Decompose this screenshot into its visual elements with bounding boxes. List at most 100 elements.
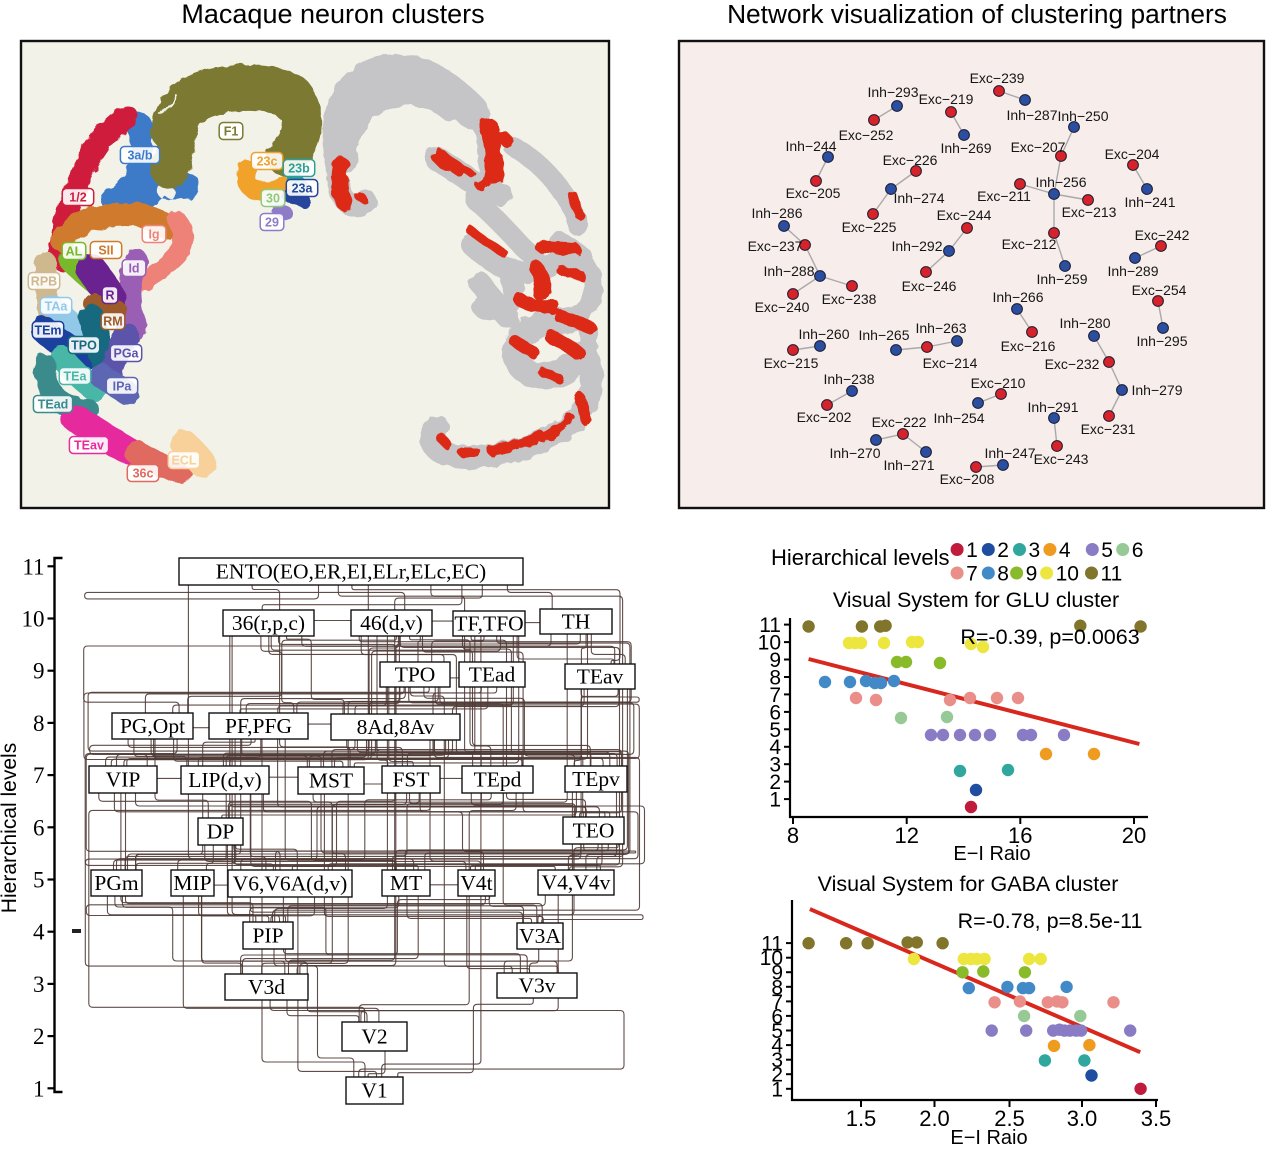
svg-text:11: 11 [22, 554, 44, 579]
svg-text:11: 11 [761, 933, 783, 956]
svg-text:V3A: V3A [519, 924, 561, 948]
svg-text:Network visualization of clust: Network visualization of clustering part… [727, 0, 1227, 29]
svg-text:9: 9 [771, 962, 783, 985]
svg-text:Inh−274: Inh−274 [894, 190, 945, 206]
svg-text:Macaque neuron clusters: Macaque neuron clusters [181, 0, 484, 29]
svg-text:23a: 23a [292, 182, 314, 196]
svg-text:Inh−259: Inh−259 [1037, 271, 1088, 287]
svg-text:Exc−213: Exc−213 [1062, 204, 1117, 220]
svg-text:Inh−256: Inh−256 [1036, 174, 1087, 190]
svg-text:FST: FST [392, 768, 429, 792]
svg-text:6: 6 [33, 815, 45, 840]
svg-text:TEav: TEav [74, 439, 104, 453]
svg-text:4: 4 [769, 736, 781, 759]
svg-text:R=-0.78, p=8.5e-11: R=-0.78, p=8.5e-11 [958, 909, 1143, 933]
svg-text:IPa: IPa [113, 380, 133, 394]
svg-text:2: 2 [997, 539, 1009, 562]
svg-text:Inh−287: Inh−287 [1007, 107, 1058, 123]
svg-text:30: 30 [266, 192, 280, 206]
svg-text:Visual System for GLU cluster: Visual System for GLU cluster [833, 588, 1119, 612]
svg-text:5: 5 [771, 1020, 783, 1043]
svg-text:TEpv: TEpv [572, 767, 620, 791]
svg-text:R=-0.39, p=0.0063: R=-0.39, p=0.0063 [960, 625, 1139, 649]
svg-text:RM: RM [103, 315, 122, 329]
svg-text:1: 1 [966, 539, 978, 562]
svg-text:46(d,v): 46(d,v) [360, 611, 423, 635]
svg-text:Exc−214: Exc−214 [923, 355, 978, 371]
svg-text:Inh−279: Inh−279 [1132, 382, 1183, 398]
svg-text:Inh−270: Inh−270 [830, 445, 881, 461]
svg-text:Exc−239: Exc−239 [970, 70, 1025, 86]
svg-text:Visual System for GABA cluster: Visual System for GABA cluster [818, 872, 1119, 896]
svg-text:AL: AL [66, 245, 83, 259]
svg-text:Hierarchical levels: Hierarchical levels [771, 545, 950, 570]
svg-text:Inh−271: Inh−271 [884, 457, 935, 473]
svg-text:TEav: TEav [577, 665, 624, 689]
svg-text:TEpd: TEpd [474, 768, 522, 792]
svg-text:7: 7 [771, 991, 783, 1014]
svg-text:R: R [105, 289, 114, 303]
svg-text:TEm: TEm [34, 324, 61, 338]
svg-text:16: 16 [1008, 823, 1032, 848]
svg-text:TEad: TEad [469, 663, 516, 687]
svg-text:MT: MT [390, 871, 422, 895]
svg-text:3: 3 [771, 1049, 783, 1072]
svg-text:7: 7 [769, 684, 781, 707]
svg-text:Hierarchical levels: Hierarchical levels [0, 743, 21, 913]
svg-text:Ig: Ig [148, 228, 159, 242]
svg-text:Exc−219: Exc−219 [919, 91, 974, 107]
svg-text:4: 4 [33, 920, 45, 945]
svg-text:TPO: TPO [395, 663, 436, 687]
svg-text:Id: Id [128, 262, 139, 276]
svg-text:V4,V4v: V4,V4v [542, 871, 611, 895]
svg-text:TH: TH [562, 610, 591, 634]
svg-text:Exc−238: Exc−238 [822, 291, 877, 307]
svg-text:Exc−222: Exc−222 [872, 414, 927, 430]
svg-text:Exc−243: Exc−243 [1034, 451, 1089, 467]
svg-text:ENTO(EO,ER,EI,ELr,ELc,EC): ENTO(EO,ER,EI,ELr,ELc,EC) [216, 560, 486, 584]
svg-text:8: 8 [771, 976, 783, 999]
svg-text:TPO: TPO [71, 339, 97, 353]
svg-text:PGm: PGm [94, 871, 138, 895]
svg-text:Inh−250: Inh−250 [1058, 108, 1109, 124]
svg-text:5: 5 [769, 719, 781, 742]
svg-text:Exc−215: Exc−215 [764, 355, 819, 371]
svg-text:V3v: V3v [518, 974, 555, 998]
svg-text:4: 4 [771, 1035, 783, 1058]
svg-text:Inh−293: Inh−293 [868, 84, 919, 100]
svg-text:Exc−204: Exc−204 [1105, 146, 1160, 162]
svg-text:Exc−216: Exc−216 [1001, 338, 1056, 354]
svg-text:LIP(d,v): LIP(d,v) [188, 768, 261, 792]
svg-text:Exc−210: Exc−210 [971, 375, 1026, 391]
svg-text:Exc−211: Exc−211 [977, 188, 1031, 204]
svg-text:10: 10 [22, 607, 45, 632]
svg-text:V3d: V3d [248, 975, 285, 999]
svg-text:12: 12 [894, 823, 918, 848]
svg-text:TEa: TEa [64, 370, 88, 384]
svg-text:29: 29 [265, 216, 279, 230]
svg-text:2: 2 [771, 1064, 783, 1087]
svg-text:Inh−263: Inh−263 [916, 320, 967, 336]
svg-text:Exc−231: Exc−231 [1081, 421, 1136, 437]
svg-text:DP: DP [207, 820, 235, 844]
svg-text:Inh−247: Inh−247 [985, 445, 1036, 461]
svg-text:Exc−240: Exc−240 [755, 299, 810, 315]
svg-text:Exc−202: Exc−202 [797, 409, 852, 425]
svg-text:7: 7 [966, 563, 978, 586]
svg-text:9: 9 [33, 659, 45, 684]
svg-text:23c: 23c [257, 155, 278, 169]
svg-text:F1: F1 [224, 125, 239, 139]
svg-text:2.0: 2.0 [919, 1106, 950, 1131]
svg-text:PGa: PGa [113, 347, 139, 361]
svg-text:36(r,p,c): 36(r,p,c) [232, 611, 305, 635]
svg-text:3.0: 3.0 [1067, 1106, 1098, 1131]
svg-text:10: 10 [758, 632, 781, 655]
svg-text:TEad: TEad [38, 398, 69, 412]
svg-text:8: 8 [769, 667, 781, 690]
svg-text:5: 5 [33, 868, 45, 893]
svg-text:V1: V1 [361, 1079, 387, 1103]
svg-text:Exc−252: Exc−252 [839, 127, 894, 143]
svg-text:2.5: 2.5 [994, 1106, 1025, 1131]
svg-text:Exc−205: Exc−205 [786, 185, 841, 201]
svg-text:MST: MST [309, 769, 353, 793]
